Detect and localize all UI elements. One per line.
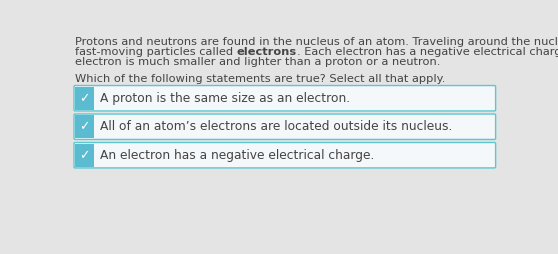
Polygon shape xyxy=(75,144,94,167)
Text: Protons and neutrons are found in the nucleus of an atom. Traveling around the n: Protons and neutrons are found in the nu… xyxy=(75,37,558,47)
Polygon shape xyxy=(75,87,94,110)
Text: ✓: ✓ xyxy=(79,92,90,105)
Text: An electron has a negative electrical charge.: An electron has a negative electrical ch… xyxy=(100,149,374,162)
Text: fast-moving particles called: fast-moving particles called xyxy=(75,47,237,57)
Text: electrons: electrons xyxy=(237,47,297,57)
Text: All of an atom’s electrons are located outside its nucleus.: All of an atom’s electrons are located o… xyxy=(100,120,453,133)
Text: A proton is the same size as an electron.: A proton is the same size as an electron… xyxy=(100,92,350,105)
FancyBboxPatch shape xyxy=(74,114,496,139)
Text: electron is much smaller and lighter than a proton or a neutron.: electron is much smaller and lighter tha… xyxy=(75,57,441,67)
Text: ✓: ✓ xyxy=(79,120,90,133)
Text: . Each electron has a negative electrical charge. An: . Each electron has a negative electrica… xyxy=(297,47,558,57)
Polygon shape xyxy=(75,115,94,138)
FancyBboxPatch shape xyxy=(74,142,496,168)
FancyBboxPatch shape xyxy=(74,86,496,111)
Text: Which of the following statements are true? Select all that apply.: Which of the following statements are tr… xyxy=(75,74,445,84)
Text: ✓: ✓ xyxy=(79,149,90,162)
